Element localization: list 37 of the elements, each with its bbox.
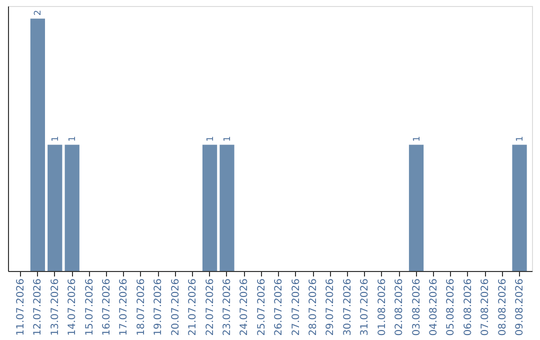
x-tick-label: 05.08.2026 (446, 278, 457, 336)
x-tick-label: 30.07.2026 (342, 278, 354, 336)
data-label: 1 (412, 136, 422, 142)
x-tick-label: 22.07.2026 (204, 278, 216, 336)
x-tick-label: 09.08.2026 (514, 278, 526, 336)
x-tick-label: 07.08.2026 (480, 278, 492, 336)
x-tick-label: 24.07.2026 (239, 278, 250, 336)
data-label: 1 (206, 136, 216, 142)
data-label: 1 (50, 136, 61, 142)
x-tick-label: 25.07.2026 (256, 278, 268, 336)
data-label: 1 (68, 136, 78, 142)
x-tick-label: 28.07.2026 (308, 278, 320, 336)
x-tick-label: 16.07.2026 (102, 278, 113, 336)
x-tick-label: 20.07.2026 (170, 278, 182, 336)
x-tick-label: 03.08.2026 (411, 278, 422, 336)
x-tick-label: 08.08.2026 (497, 278, 508, 336)
x-tick-label: 19.07.2026 (153, 278, 164, 336)
x-tick-label: 17.07.2026 (118, 278, 130, 336)
x-tick-label: 15.07.2026 (84, 278, 96, 336)
x-tick-label: 21.07.2026 (188, 278, 199, 336)
x-tick-label: 13.07.2026 (50, 278, 61, 336)
data-label: 2 (34, 10, 44, 16)
data-label: 1 (516, 136, 526, 142)
x-tick-label: 27.07.2026 (290, 278, 302, 336)
x-tick-label: 26.07.2026 (274, 278, 285, 336)
x-tick-label: 01.08.2026 (376, 278, 388, 336)
x-tick-label: 31.07.2026 (360, 278, 371, 336)
x-tick-label: 11.07.2026 (15, 278, 26, 336)
x-tick-label: 02.08.2026 (394, 278, 406, 336)
x-tick-label: 06.08.2026 (462, 278, 474, 336)
x-tick-label: 23.07.2026 (222, 278, 233, 336)
data-label: 1 (222, 136, 233, 142)
x-tick-label: 29.07.2026 (325, 278, 336, 336)
x-tick-label: 14.07.2026 (67, 278, 78, 336)
x-tick-label: 04.08.2026 (428, 278, 440, 336)
x-tick-label: 18.07.2026 (136, 278, 147, 336)
x-tick-label: 12.07.2026 (32, 278, 44, 336)
